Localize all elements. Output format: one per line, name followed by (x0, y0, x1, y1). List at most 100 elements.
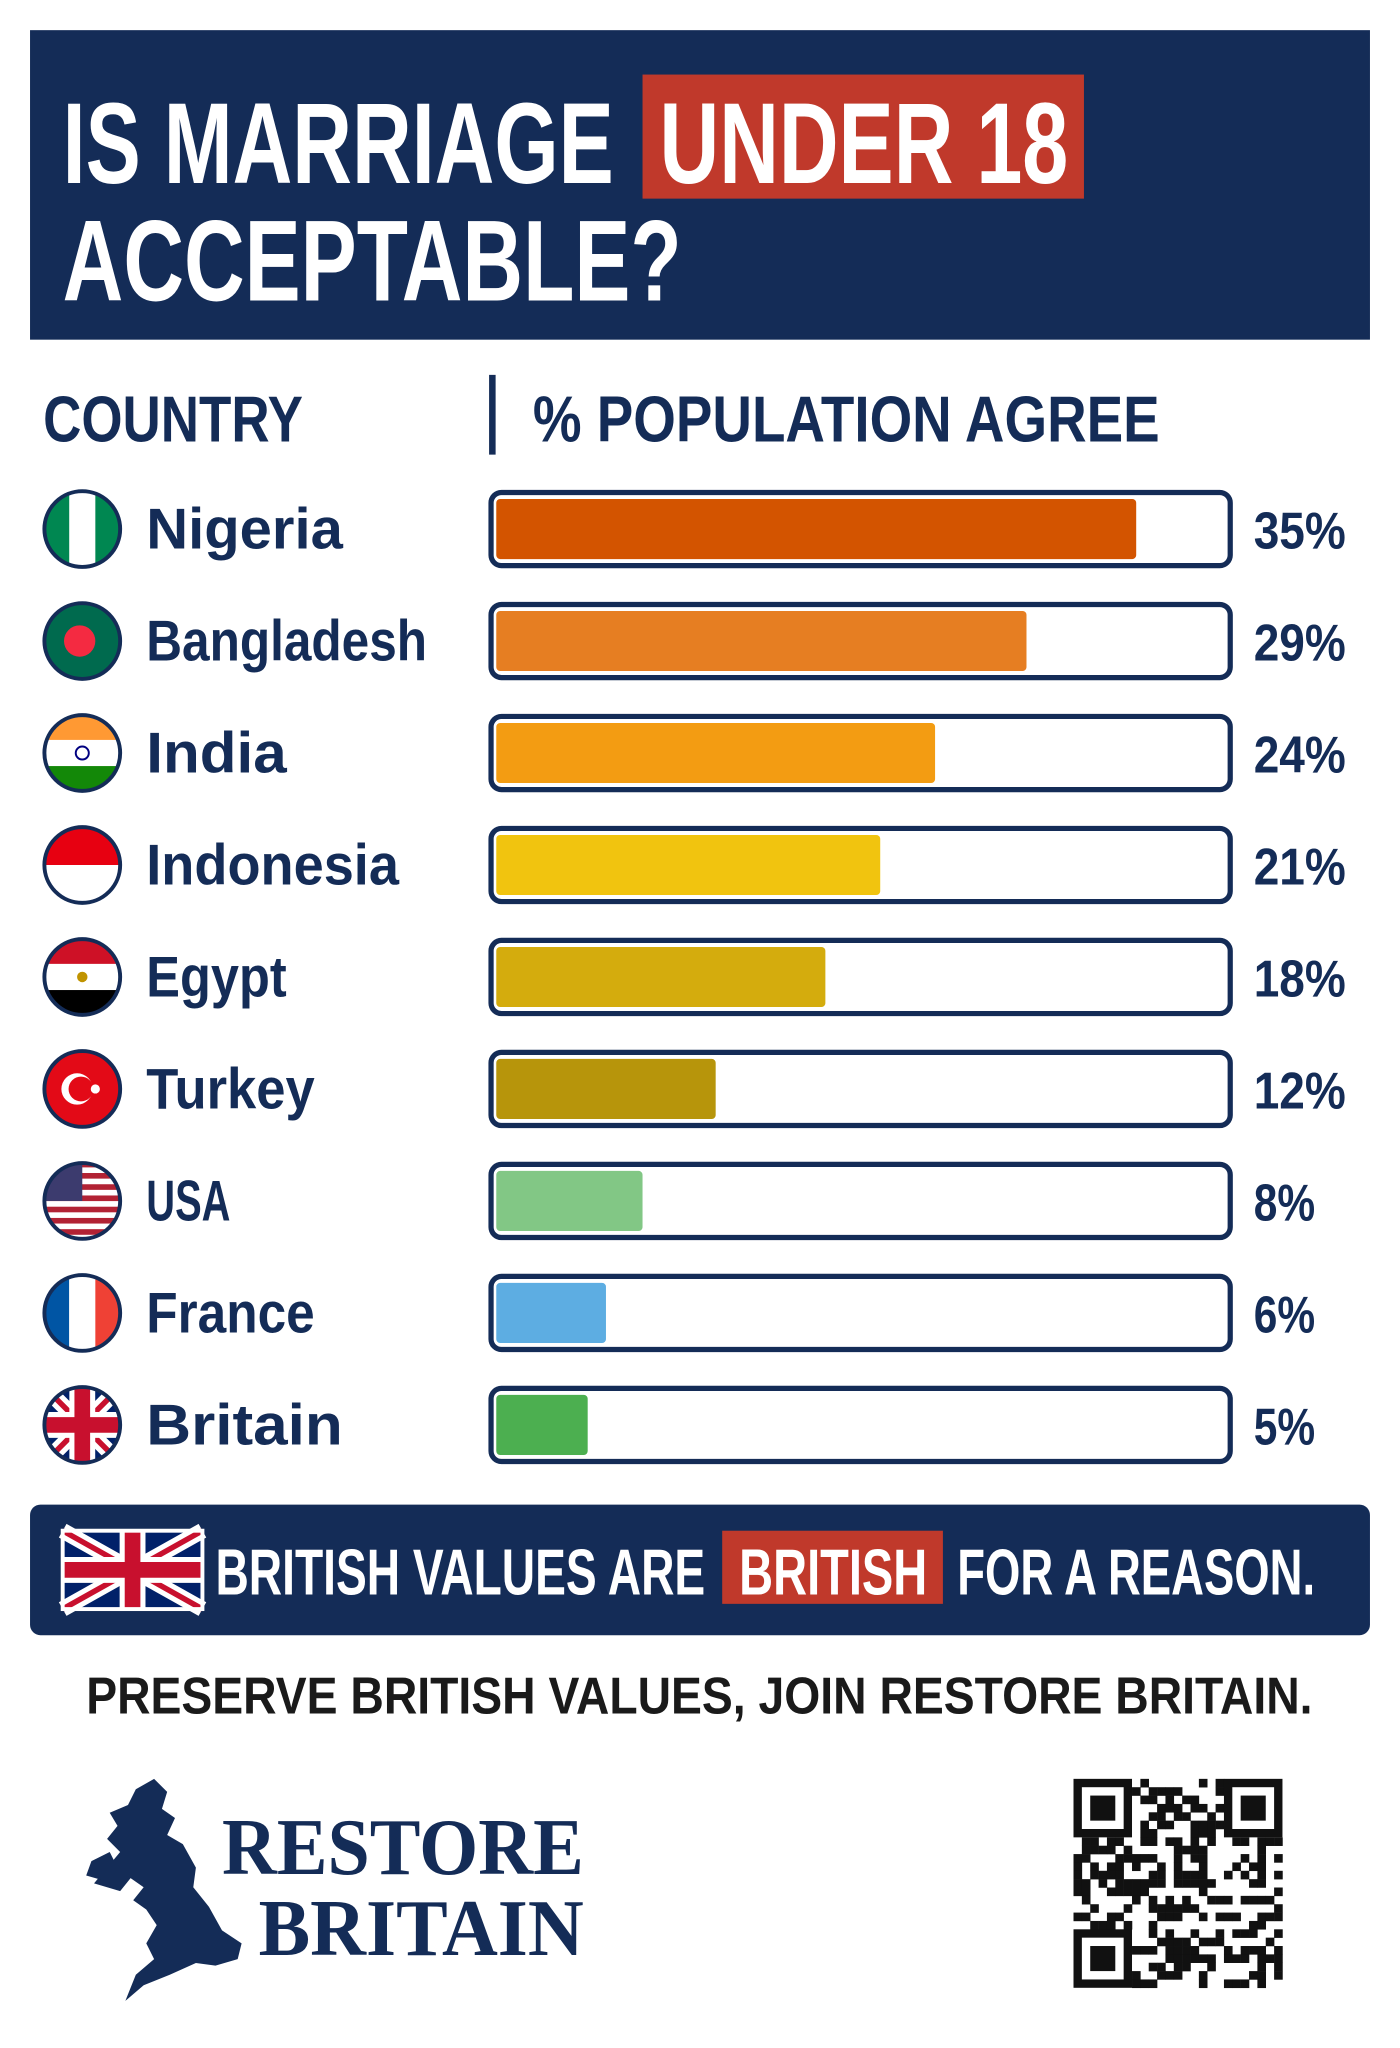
value-label: 18% (1254, 951, 1346, 1009)
qr-module (1165, 1971, 1175, 1980)
qr-module (1140, 1820, 1149, 1830)
qr-module (1157, 1803, 1166, 1813)
qr-module (1257, 1962, 1267, 1972)
qr-module (1257, 1912, 1267, 1922)
qr-module (1215, 1778, 1225, 1788)
qr-module (1157, 1904, 1166, 1913)
qr-module (1173, 1954, 1183, 1963)
qr-module (1132, 1971, 1141, 1980)
qr-module (1115, 1912, 1124, 1922)
qr-module (1090, 1904, 1099, 1913)
qr-finder (1073, 1778, 1133, 1838)
qr-module (1232, 1979, 1241, 1989)
qr-module (1148, 1904, 1158, 1913)
qr-module (1148, 1879, 1158, 1888)
bar (496, 610, 1027, 672)
flag (42, 489, 123, 569)
qr-module (1173, 1845, 1183, 1855)
qr-module (1081, 1845, 1091, 1855)
qr-module (1240, 1979, 1250, 1989)
qr-module (1090, 1870, 1099, 1880)
qr-module (1198, 1854, 1208, 1863)
qr-module (1090, 1837, 1099, 1846)
qr-module (1182, 1895, 1191, 1905)
flag-part (44, 1184, 121, 1190)
qr-module (1173, 1904, 1183, 1913)
flag-border (42, 825, 123, 905)
flag-border (60, 1528, 205, 1612)
category-label: Indonesia (146, 834, 400, 898)
qr-module (1223, 1954, 1233, 1963)
qr-module (1098, 1845, 1108, 1855)
qr-module (1198, 1862, 1208, 1872)
qr-module (1223, 1946, 1233, 1955)
qr-module (1157, 1879, 1166, 1888)
qr-module (1207, 1895, 1216, 1905)
qr-module (1165, 1937, 1175, 1947)
flag-part (44, 1206, 121, 1213)
qr-module (1173, 1803, 1183, 1813)
qr-module (1148, 1837, 1158, 1846)
qr-module (1249, 1862, 1258, 1872)
category-label: Turkey (146, 1058, 314, 1122)
title-highlight-text: UNDER 18 (660, 80, 1069, 208)
flag-part (44, 1173, 121, 1179)
qr-module (1215, 1912, 1225, 1922)
qr-module (1090, 1862, 1099, 1872)
qr-module (1274, 1954, 1283, 1963)
flag-part (77, 971, 88, 983)
qr-module (1240, 1929, 1250, 1938)
flag-part (62, 1530, 203, 1610)
qr-module (1148, 1929, 1158, 1938)
flag (42, 1049, 123, 1129)
qr-module (1274, 1912, 1283, 1922)
qr-module (1173, 1912, 1183, 1922)
flag (42, 713, 123, 793)
value-label: 24% (1254, 727, 1346, 785)
qr-module (1198, 1954, 1208, 1963)
value-label: 6% (1254, 1287, 1315, 1345)
qr-module (1232, 1862, 1241, 1872)
qr-module (1148, 1812, 1158, 1821)
flag-part (44, 739, 121, 767)
flag (42, 1161, 123, 1241)
flag-border (42, 1161, 123, 1241)
qr-module (1073, 1912, 1083, 1922)
qr-module (1106, 1845, 1116, 1855)
qr-module (1198, 1803, 1208, 1813)
banner-highlight (722, 1530, 943, 1604)
qr-module (1223, 1895, 1233, 1905)
flag (42, 937, 123, 1017)
qr-module (1132, 1895, 1141, 1905)
qr-module (1165, 1787, 1175, 1796)
qr-module (1274, 1971, 1283, 1980)
qr-module (1198, 1937, 1208, 1947)
flag (42, 1273, 123, 1353)
qr-module (1081, 1887, 1091, 1897)
qr-module (1182, 1962, 1191, 1972)
qr-module (1173, 1971, 1183, 1980)
qr-module (1165, 1837, 1175, 1846)
qr-module (1140, 1837, 1149, 1846)
qr-module (1190, 1820, 1200, 1830)
qr-module (1257, 1870, 1267, 1880)
bar (496, 1282, 606, 1343)
title-highlight (642, 74, 1084, 199)
qr-module (1173, 1870, 1183, 1880)
qr-module (1232, 1912, 1241, 1922)
qr-module (1249, 1946, 1258, 1955)
qr-module (1106, 1870, 1116, 1880)
logo-text: RESTORE (222, 1802, 584, 1892)
flag-border (42, 601, 123, 681)
qr-module (1240, 1946, 1250, 1955)
qr-module (1223, 1912, 1233, 1922)
qr-module (1115, 1887, 1124, 1897)
bar (496, 834, 881, 896)
value-label: 12% (1254, 1063, 1346, 1121)
flag-part (44, 1195, 121, 1202)
flag (42, 1385, 123, 1465)
flag-part (74, 745, 90, 761)
qr-module (1173, 1812, 1183, 1821)
qr-module (1198, 1971, 1208, 1980)
qr-module (1274, 1929, 1283, 1938)
